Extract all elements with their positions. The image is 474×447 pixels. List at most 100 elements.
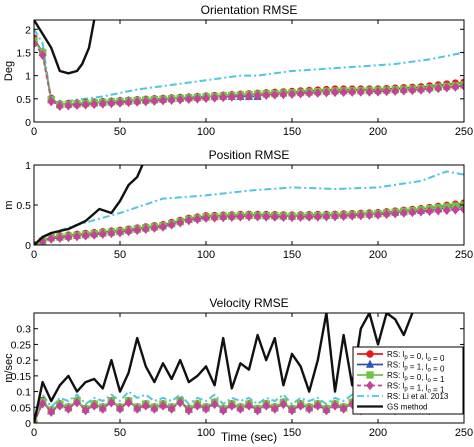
series-rs11-point-19 [193, 401, 202, 411]
series-rs11-point-4 [64, 232, 73, 243]
series-rs11-point-17 [176, 397, 185, 408]
series-rs11-point-12 [133, 225, 142, 236]
legend-label-sub-2: o [427, 378, 431, 384]
legend-label-sub-1: p [404, 366, 408, 372]
legend-label-suffix: = 1 [431, 375, 445, 384]
series-rs11-point-7 [90, 99, 99, 110]
legend-marker-rs10 [365, 359, 375, 368]
series-rs11-point-7 [90, 230, 99, 240]
panel-2-title: Velocity RMSE [209, 296, 288, 310]
legend-marker-rs11 [366, 380, 374, 391]
series-rs11-point-33 [313, 401, 322, 411]
x-tick-label-3: 150 [283, 126, 301, 138]
series-rs11-point-27 [262, 212, 271, 222]
series-rs11-point-46 [425, 84, 434, 95]
series-rs11-point-3 [55, 401, 64, 411]
x-tick-label-1: 50 [114, 249, 126, 261]
series-rs11-point-2 [47, 407, 56, 417]
x-tick-label-0: 0 [31, 427, 37, 439]
series-rs11-point-46 [425, 206, 434, 217]
series-rs11-point-14 [150, 223, 159, 233]
series-rs11-point-42 [391, 86, 400, 96]
series-rs11-point-7 [90, 401, 99, 411]
series-gs-line [34, 20, 96, 75]
y-tick-label-1: 0.05 [11, 402, 32, 414]
series-rs11-point-44 [408, 207, 417, 218]
series-rs11-point-41 [382, 86, 391, 97]
series-rs11-point-16 [167, 404, 176, 414]
x-tick-label-2: 100 [197, 249, 215, 261]
series-rs11-point-25 [245, 91, 253, 101]
legend-label-sub-2: o [427, 368, 431, 374]
series-rs11-point-25 [245, 401, 253, 411]
series-rs11-point-15 [159, 401, 167, 411]
panel-1: 0 50 100 150 200 250 0 0.5 1 Position RMSE m [3, 148, 473, 261]
series-rs11-point-17 [176, 217, 185, 228]
series-rs11-point-48 [442, 82, 451, 93]
series-rs11-point-10 [116, 227, 124, 238]
series-rs11-point-38 [356, 87, 365, 97]
y-tick-label-6: 0.3 [16, 324, 31, 336]
series-rs11-point-6 [81, 230, 90, 241]
series-rs11-point-30 [288, 212, 296, 223]
series-rs11-point-38 [356, 210, 365, 221]
series-rs11-point-35 [331, 87, 339, 98]
series-rs11-point-9 [107, 397, 116, 408]
series-rs11-point-4 [64, 100, 73, 111]
series-rs11-point-14 [150, 96, 159, 106]
legend-label-prefix: RS: l [387, 361, 405, 370]
series-rs11-point-32 [305, 404, 314, 414]
series-rs11-point-22 [219, 92, 228, 103]
series-rs11-point-19 [193, 214, 202, 225]
series-rs11-point-36 [339, 404, 348, 414]
panel-0-ylabel: Deg [3, 61, 15, 81]
series-rs11-point-43 [399, 85, 408, 96]
x-tick-label-5: 250 [455, 249, 473, 261]
legend-marker-rs00 [366, 350, 374, 358]
series-rs11-point-20 [202, 213, 210, 223]
series-rs11-point-8 [98, 99, 107, 109]
legend-entry-rs00: RS: lp = 0, lo = 0 [357, 350, 445, 363]
series-rs11-point-15 [159, 222, 167, 232]
panel-1-ylabel: m [3, 200, 15, 209]
series-rs11-point-24 [236, 404, 245, 414]
series-rs11-point-11 [124, 97, 133, 108]
legend-entry-rs11: RS: lp = 1, lo = 1 [357, 380, 445, 395]
series-rs11-point-5 [73, 231, 81, 242]
panel-0: 0 50 100 150 200 250 0 0.5 1 1.5 2 Orientation RMSE… [3, 3, 473, 138]
series-rs11-point-19 [193, 93, 202, 104]
series-rs11-point-23 [227, 92, 236, 102]
legend-label-rs00: RS: lp = 0, lo = 0 [387, 350, 445, 363]
series-rs11-point-27 [262, 401, 271, 411]
x-tick-label-3: 150 [283, 249, 301, 261]
x-tick-label-3: 150 [283, 427, 301, 439]
series-rs11-point-16 [167, 219, 176, 230]
y-tick-label-2: 1 [25, 160, 31, 172]
series-rs11-point-35 [331, 401, 339, 411]
series-rs00-markers [34, 199, 464, 245]
series-rs11-point-21 [210, 212, 219, 223]
series-gs-line [34, 165, 144, 245]
series-rs11-point-50 [460, 81, 464, 92]
x-tick-label-2: 100 [197, 427, 215, 439]
series-rs11-point-31 [296, 401, 305, 411]
series-rs11-point-18 [184, 405, 193, 416]
legend-label-sub-2: o [427, 389, 431, 395]
series-rs11-point-34 [322, 405, 331, 416]
series-rs11-point-20 [202, 93, 210, 104]
series-rs11-point-37 [348, 211, 357, 221]
series-rs11-point-45 [417, 206, 425, 217]
x-tick-label-4: 200 [369, 126, 387, 138]
legend-label-prefix: RS: l [387, 382, 405, 391]
series-rs11-point-28 [270, 90, 279, 100]
legend-label-sub-1: p [404, 355, 408, 361]
series-rs11-point-26 [253, 405, 262, 416]
series-rs11-point-0 [34, 38, 38, 49]
series-rs11-point-3 [55, 101, 64, 111]
series-rs11-point-5 [73, 397, 81, 408]
legend-entry-gs: GS method [357, 403, 427, 412]
legend-marker-rs01 [366, 371, 374, 379]
series-rs11-point-30 [288, 405, 296, 416]
series-rs11-point-26 [253, 211, 262, 222]
